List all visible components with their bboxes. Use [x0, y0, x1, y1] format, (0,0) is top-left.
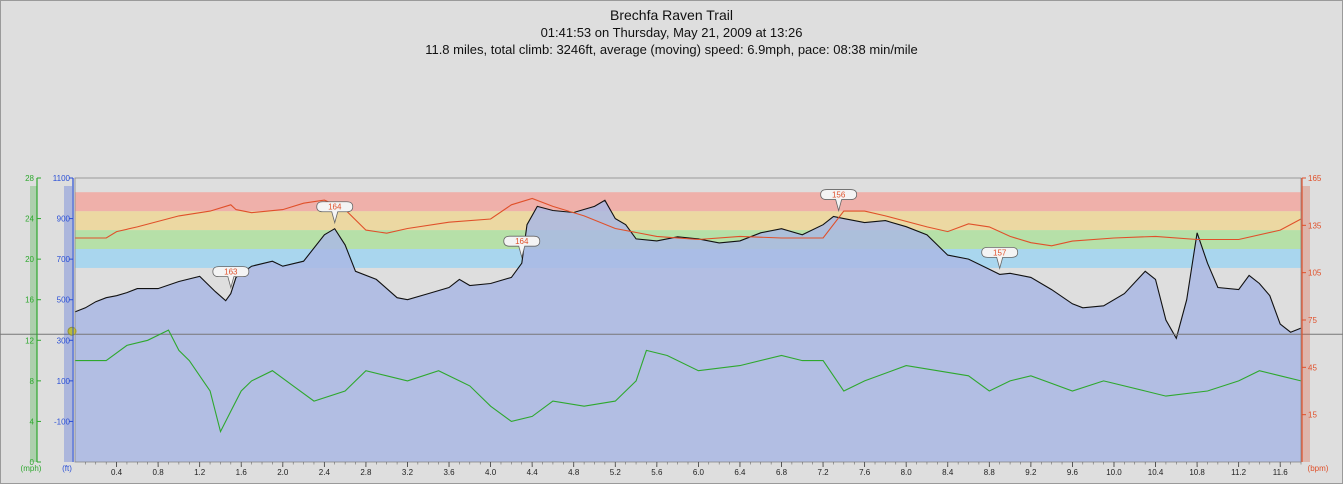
axis-tick-label: 28: [25, 174, 34, 183]
axis-shade: [64, 186, 72, 462]
hr-marker-bubble: [981, 246, 1019, 270]
heart-rate-line: [75, 197, 1302, 247]
x-tick-label: 7.6: [859, 468, 871, 477]
axis-tick-label: 4: [30, 417, 35, 426]
axis-unit-label: (ft): [62, 464, 72, 473]
x-tick-label: 10.8: [1189, 468, 1205, 477]
x-tick-label: 8.8: [984, 468, 996, 477]
x-tick-label: 1.6: [236, 468, 248, 477]
axis-tick-label: 15: [1308, 411, 1317, 420]
axis-tick-label: 105: [1308, 269, 1322, 278]
x-tick-label: 5.6: [651, 468, 663, 477]
x-tick-label: 9.6: [1067, 468, 1079, 477]
axis-unit-label: (bpm): [1308, 464, 1329, 473]
axis-tick-label: 24: [25, 215, 34, 224]
x-tick-label: 8.4: [942, 468, 954, 477]
x-tick-label: 4.0: [485, 468, 497, 477]
x-tick-label: 2.8: [360, 468, 372, 477]
x-tick-label: 0.4: [111, 468, 123, 477]
x-tick-label: 11.6: [1273, 468, 1289, 477]
x-tick-label: 5.2: [610, 468, 622, 477]
hr-zone-band: [75, 192, 1301, 212]
speed-line: [75, 329, 1302, 434]
position-marker: [67, 326, 77, 336]
axis-tick-label: 12: [25, 336, 34, 345]
axis-tick-label: 300: [57, 336, 71, 345]
hr-marker-bubble: [503, 235, 541, 259]
axis-shade: [30, 186, 37, 462]
hr-zone-band: [75, 211, 1301, 231]
x-tick-label: 0.8: [153, 468, 165, 477]
axis-tick-label: 1100: [53, 174, 71, 183]
x-tick-label: 2.4: [319, 468, 331, 477]
x-tick-label: 10.4: [1148, 468, 1164, 477]
x-tick-label: 3.6: [443, 468, 455, 477]
axis-tick-label: 8: [30, 377, 35, 386]
axis-tick-label: 900: [57, 215, 71, 224]
axis-tick-label: 75: [1308, 316, 1317, 325]
x-tick-label: 6.0: [693, 468, 705, 477]
x-tick-label: 9.2: [1025, 468, 1037, 477]
chart-subtitle-time: 01:41:53 on Thursday, May 21, 2009 at 13…: [540, 25, 803, 40]
hr-peak-marker[interactable]: 163: [212, 266, 250, 290]
x-tick-label: 6.4: [734, 468, 746, 477]
hr-peak-marker[interactable]: 157: [981, 246, 1019, 270]
x-tick-label: 8.0: [901, 468, 913, 477]
axis-tick-label: 20: [25, 255, 34, 264]
x-tick-label: 4.8: [568, 468, 580, 477]
axis-unit-label: (mph): [21, 464, 42, 473]
axis-tick-label: 165: [1308, 174, 1322, 183]
title-block: Brechfa Raven Trail 01:41:53 on Thursday…: [0, 6, 1343, 58]
hr-peak-marker[interactable]: 156: [820, 189, 858, 213]
axis-tick-label: 500: [57, 296, 71, 305]
x-tick-label: 3.2: [402, 468, 414, 477]
axis-tick-label: 0: [30, 458, 35, 467]
axis-tick-label: 135: [1308, 221, 1322, 230]
axis-tick-label: -100: [54, 417, 71, 426]
x-tick-label: 6.8: [776, 468, 788, 477]
chart-title: Brechfa Raven Trail: [610, 7, 733, 23]
x-tick-label: 2.0: [277, 468, 289, 477]
chart-subtitle-stats: 11.8 miles, total climb: 3246ft, average…: [425, 42, 918, 57]
hr-marker-bubble: [820, 189, 858, 213]
x-tick-label: 10.0: [1106, 468, 1122, 477]
hr-marker-bubble: [316, 201, 354, 225]
axis-shade: [1302, 186, 1310, 462]
hr-marker-label: 164: [328, 203, 342, 212]
axis-tick-label: 16: [25, 296, 34, 305]
x-tick-label: 4.4: [527, 468, 539, 477]
hr-marker-label: 157: [993, 248, 1007, 257]
hr-peak-marker[interactable]: 164: [316, 201, 354, 225]
axis-tick-label: 45: [1308, 363, 1317, 372]
x-tick-label: 1.2: [194, 468, 206, 477]
hr-marker-bubble: [212, 266, 250, 290]
hr-peak-marker[interactable]: 164: [503, 235, 541, 259]
hr-marker-label: 163: [224, 268, 238, 277]
hr-marker-label: 156: [832, 191, 846, 200]
x-tick-label: 7.2: [818, 468, 830, 477]
hr-marker-label: 164: [515, 237, 529, 246]
axis-tick-label: 700: [57, 255, 71, 264]
x-tick-label: 11.2: [1231, 468, 1247, 477]
elevation-area: [75, 200, 1301, 463]
axis-tick-label: 100: [57, 377, 71, 386]
